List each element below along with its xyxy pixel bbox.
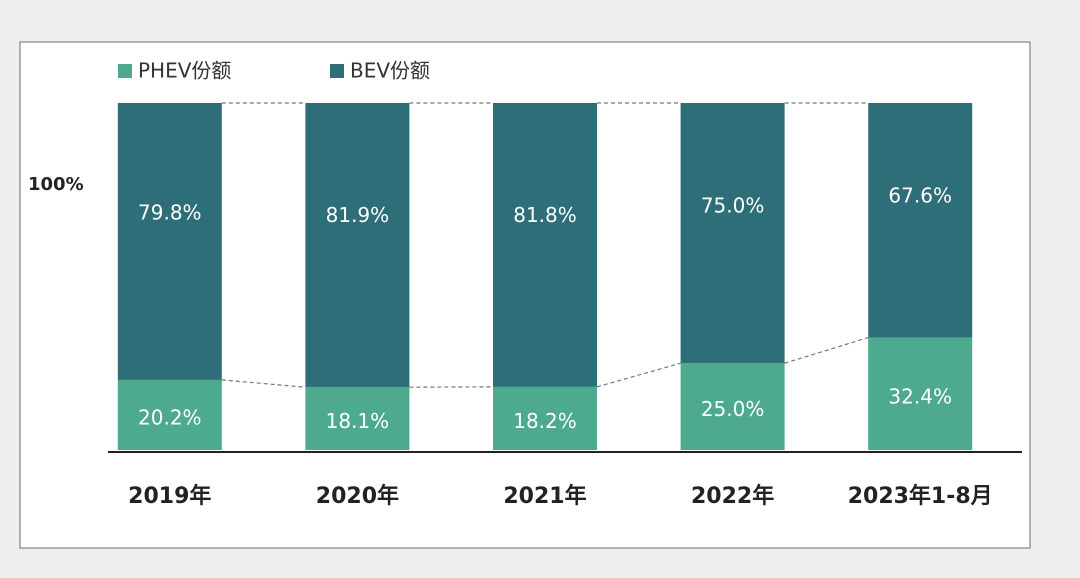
legend-swatch — [330, 64, 344, 78]
legend-label: PHEV份额 — [138, 59, 231, 83]
data-label: 81.9% — [326, 203, 390, 227]
data-label: 32.4% — [888, 384, 952, 408]
x-tick-label: 2021年 — [503, 483, 586, 509]
x-tick-label: 2019年 — [128, 483, 211, 509]
bar-segment — [493, 386, 597, 450]
data-label: 79.8% — [138, 200, 202, 224]
data-label: 18.1% — [326, 409, 390, 433]
bar-segment — [493, 103, 597, 387]
bar-segment — [305, 387, 410, 450]
data-label: 67.6% — [888, 183, 952, 207]
connector-line — [784, 336, 869, 364]
data-label: 25.0% — [701, 397, 765, 421]
bar-segment — [117, 379, 222, 450]
bar-segment — [868, 103, 973, 338]
legend-swatch — [118, 64, 132, 78]
data-label: 20.2% — [138, 405, 202, 429]
data-label: 18.2% — [513, 409, 577, 433]
x-tick-label: 2022年 — [691, 483, 774, 509]
bar-segment — [680, 103, 785, 364]
bar-segment — [680, 363, 785, 450]
bar-segment — [305, 103, 410, 388]
x-tick-label: 2020年 — [316, 483, 399, 509]
bar-segment — [868, 337, 973, 450]
x-tick-label: 2023年1-8月 — [848, 483, 993, 509]
connector-line — [596, 362, 681, 388]
bar-segment — [117, 103, 222, 380]
annotation: 100% — [28, 174, 84, 195]
legend-label: BEV份额 — [350, 59, 430, 83]
data-label: 75.0% — [701, 194, 765, 218]
data-label: 81.8% — [513, 203, 577, 227]
